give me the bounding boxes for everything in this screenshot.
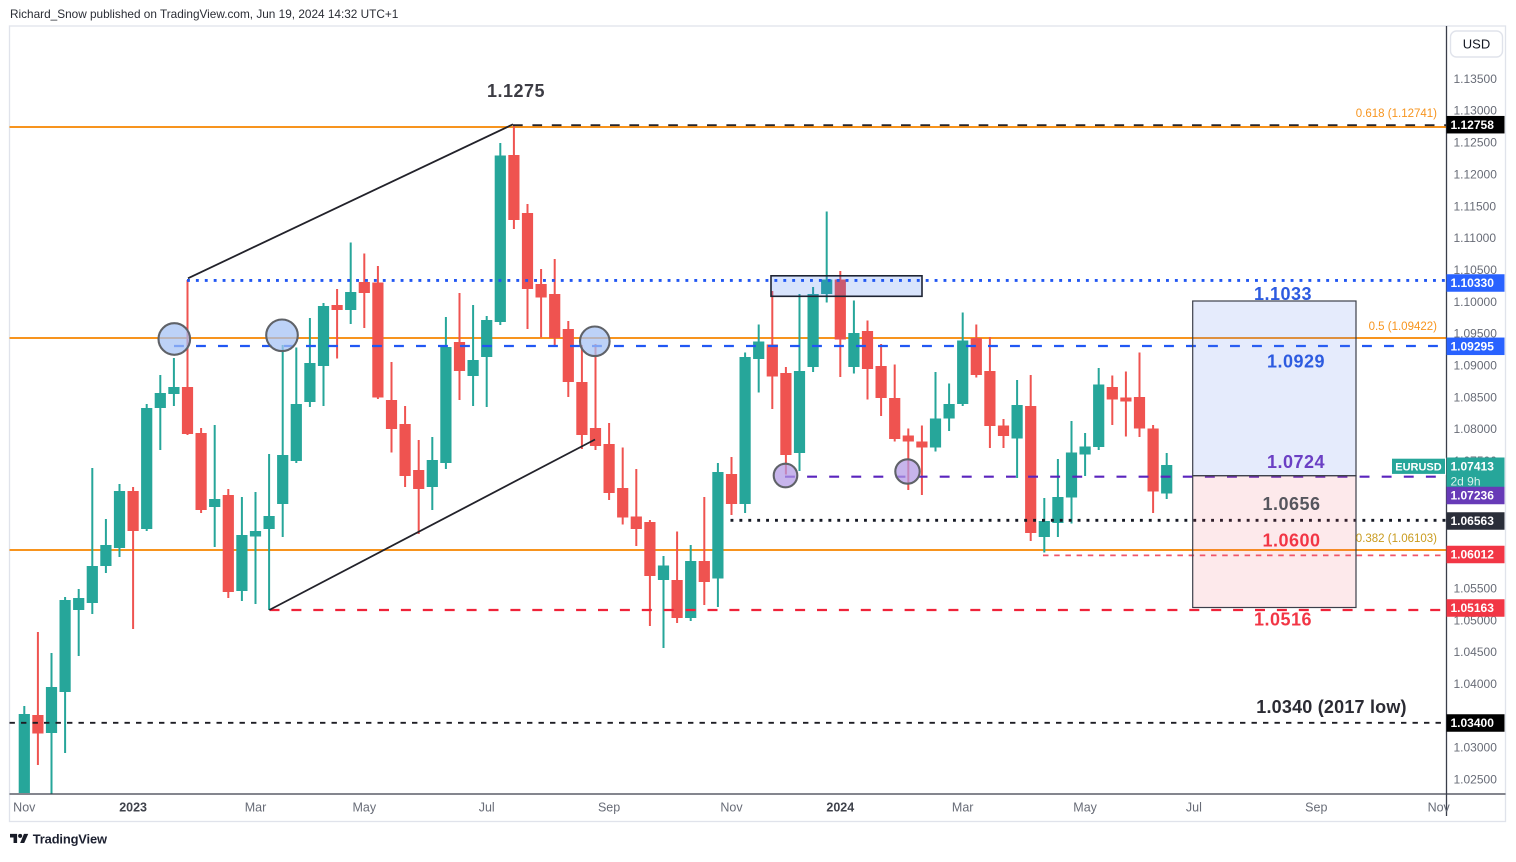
svg-text:1.03000: 1.03000 <box>1454 741 1498 755</box>
svg-text:1.10330: 1.10330 <box>1451 276 1495 290</box>
svg-text:1.05000: 1.05000 <box>1454 613 1498 627</box>
svg-text:Jul: Jul <box>479 801 495 815</box>
svg-text:1.0516: 1.0516 <box>1254 610 1312 630</box>
svg-text:1.0656: 1.0656 <box>1262 494 1320 514</box>
svg-text:1.07413: 1.07413 <box>1451 460 1495 474</box>
svg-text:1.09000: 1.09000 <box>1454 359 1498 373</box>
svg-text:1.12758: 1.12758 <box>1451 118 1495 132</box>
svg-text:1.10500: 1.10500 <box>1454 263 1498 277</box>
svg-text:0.5 (1.09422): 0.5 (1.09422) <box>1369 321 1438 333</box>
svg-text:2d 9h: 2d 9h <box>1451 475 1481 489</box>
svg-text:1.09295: 1.09295 <box>1451 340 1495 354</box>
svg-text:1.0600: 1.0600 <box>1262 531 1320 551</box>
svg-text:Nov: Nov <box>1428 801 1451 815</box>
svg-text:1.09500: 1.09500 <box>1454 327 1498 341</box>
svg-text:1.0929: 1.0929 <box>1267 352 1325 372</box>
svg-text:May: May <box>352 801 376 815</box>
svg-text:1.06012: 1.06012 <box>1451 548 1495 562</box>
svg-text:1.05500: 1.05500 <box>1454 581 1498 595</box>
svg-text:1.12500: 1.12500 <box>1454 136 1498 150</box>
svg-text:1.1275: 1.1275 <box>487 81 545 101</box>
svg-text:1.06563: 1.06563 <box>1451 514 1495 528</box>
svg-text:Jul: Jul <box>1186 801 1202 815</box>
svg-text:1.04500: 1.04500 <box>1454 645 1498 659</box>
svg-text:1.13500: 1.13500 <box>1454 72 1498 86</box>
svg-text:Richard_Snow published on Trad: Richard_Snow published on TradingView.co… <box>10 7 398 21</box>
svg-text:Nov: Nov <box>720 801 743 815</box>
svg-text:EURUSD: EURUSD <box>1395 461 1442 473</box>
svg-text:1.10000: 1.10000 <box>1454 295 1498 309</box>
svg-text:Sep: Sep <box>1305 801 1327 815</box>
svg-text:1.08000: 1.08000 <box>1454 422 1498 436</box>
svg-text:1.03400: 1.03400 <box>1451 716 1495 730</box>
svg-text:Mar: Mar <box>952 801 974 815</box>
svg-text:2024: 2024 <box>826 801 854 815</box>
svg-text:Mar: Mar <box>245 801 267 815</box>
svg-text:1.13000: 1.13000 <box>1454 104 1498 118</box>
svg-text:1.11500: 1.11500 <box>1454 199 1497 213</box>
svg-text:1.11000: 1.11000 <box>1454 231 1497 245</box>
svg-text:2023: 2023 <box>119 801 147 815</box>
svg-text:1.02500: 1.02500 <box>1454 773 1498 787</box>
svg-text:1.0340 (2017 low): 1.0340 (2017 low) <box>1256 697 1407 717</box>
svg-text:TradingView: TradingView <box>33 832 108 847</box>
svg-text:1.08500: 1.08500 <box>1454 390 1498 404</box>
svg-text:1.04000: 1.04000 <box>1454 677 1498 691</box>
svg-text:1.0724: 1.0724 <box>1267 452 1325 472</box>
svg-text:Sep: Sep <box>598 801 620 815</box>
svg-text:1.12000: 1.12000 <box>1454 167 1498 181</box>
svg-text:1.1033: 1.1033 <box>1254 284 1312 304</box>
svg-text:0.382 (1.06103): 0.382 (1.06103) <box>1356 533 1437 545</box>
svg-text:0.618 (1.12741): 0.618 (1.12741) <box>1356 108 1437 120</box>
svg-text:USD: USD <box>1463 37 1490 52</box>
svg-text:1.05163: 1.05163 <box>1451 601 1495 615</box>
svg-text:May: May <box>1073 801 1097 815</box>
svg-text:1.07236: 1.07236 <box>1451 489 1495 503</box>
svg-text:Nov: Nov <box>13 801 36 815</box>
